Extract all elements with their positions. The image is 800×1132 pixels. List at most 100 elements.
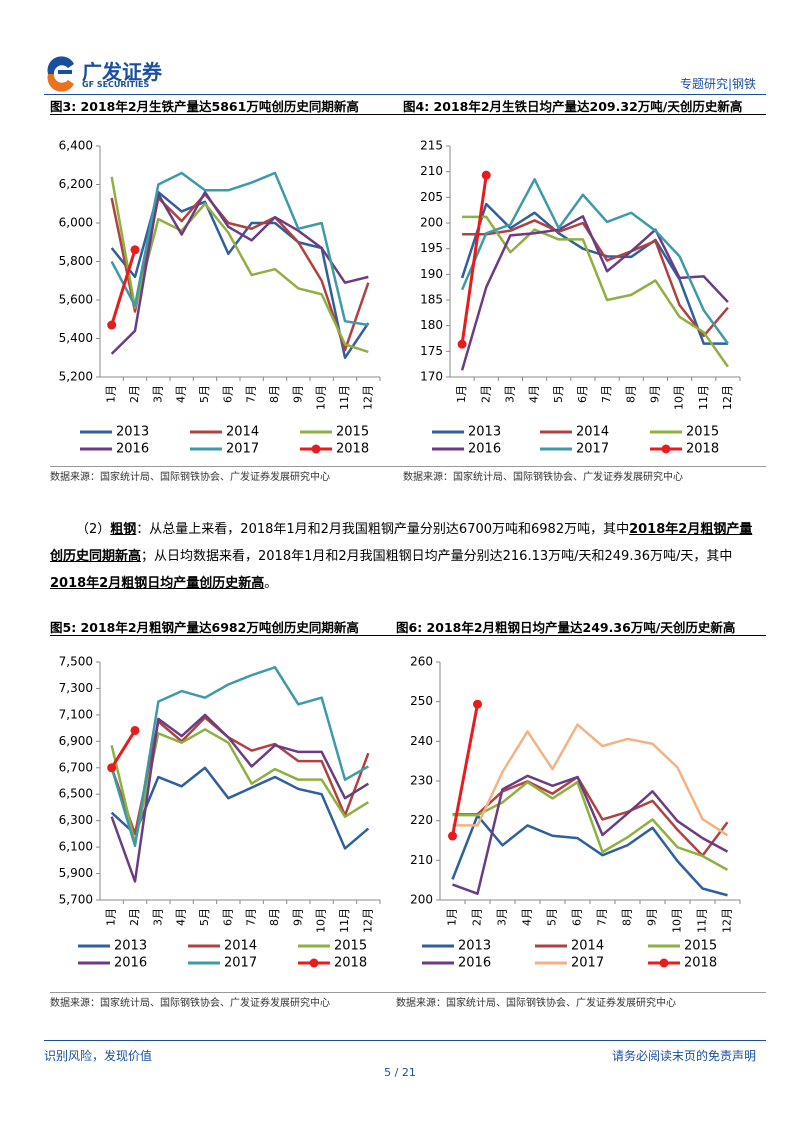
source: 数据来源：国家统计局、国际钢铁协会、广发证券发展研究中心 bbox=[403, 472, 683, 483]
source: 数据来源：国家统计局、国际钢铁协会、广发证券发展研究中心 bbox=[50, 472, 330, 483]
legend-label: 2018 bbox=[684, 956, 717, 971]
legend-label: 2018 bbox=[336, 442, 369, 457]
y-tick-label: 5,200 bbox=[59, 370, 93, 384]
y-tick-label: 5,600 bbox=[59, 293, 93, 307]
x-tick-label: 6月 bbox=[221, 908, 234, 926]
paragraph-text: ：从总量上来看，2018年1月和2月我国粗钢产量分别达6700万吨和6982万吨… bbox=[136, 522, 630, 537]
legend-label: 2014 bbox=[224, 939, 257, 954]
page-number: 5 / 21 bbox=[384, 1066, 416, 1079]
series-line bbox=[110, 249, 137, 326]
data-point bbox=[481, 170, 491, 180]
series-line bbox=[462, 215, 729, 368]
legend-label: 2016 bbox=[116, 442, 149, 457]
x-tick-label: 4月 bbox=[521, 908, 534, 926]
series-line bbox=[452, 723, 729, 837]
series-line bbox=[460, 178, 729, 345]
x-tick-label: 9月 bbox=[291, 908, 304, 926]
legend-marker bbox=[309, 958, 319, 968]
source: 数据来源：国家统计局、国际钢铁协会、广发证券发展研究中心 bbox=[50, 998, 330, 1009]
x-tick-label: 1月 bbox=[446, 908, 459, 926]
x-tick-label: 10月 bbox=[315, 385, 328, 410]
x-tick-label: 5月 bbox=[198, 385, 211, 403]
y-tick-label: 195 bbox=[420, 241, 443, 255]
legend-label: 2015 bbox=[684, 939, 717, 954]
x-tick-label: 11月 bbox=[338, 385, 351, 410]
x-tick-label: 7月 bbox=[245, 385, 258, 403]
y-tick-label: 205 bbox=[420, 190, 443, 204]
figure-title: 图4: 2018年2月生铁日均产量达209.32万吨/天创历史新高 bbox=[403, 99, 743, 114]
series-line bbox=[110, 190, 370, 359]
x-tick-label: 5月 bbox=[198, 908, 211, 926]
legend-label: 2014 bbox=[571, 939, 604, 954]
x-tick-label: 6月 bbox=[576, 385, 589, 403]
y-tick-label: 180 bbox=[420, 318, 443, 332]
y-tick-label: 260 bbox=[410, 655, 433, 669]
x-tick-label: 11月 bbox=[338, 908, 351, 933]
series-line bbox=[110, 190, 369, 355]
logo-cn: 广发证券 bbox=[82, 60, 162, 84]
y-tick-label: 250 bbox=[410, 694, 433, 708]
y-tick-label: 6,500 bbox=[59, 787, 93, 801]
legend-label: 2015 bbox=[336, 425, 369, 440]
x-tick-label: 3月 bbox=[151, 385, 164, 403]
title-rule bbox=[50, 114, 766, 115]
legend-label: 2013 bbox=[458, 939, 491, 954]
x-tick-label: 4月 bbox=[175, 908, 188, 926]
y-tick-label: 5,900 bbox=[59, 866, 93, 880]
paragraph-text: 粗钢 bbox=[110, 522, 137, 537]
series-line bbox=[451, 814, 728, 897]
header-rule bbox=[44, 94, 766, 95]
x-tick-label: 6月 bbox=[221, 385, 234, 403]
x-tick-label: 8月 bbox=[624, 385, 637, 403]
paragraph-text: （2） bbox=[76, 522, 111, 537]
y-tick-label: 190 bbox=[420, 267, 443, 281]
legend-label: 2013 bbox=[114, 939, 147, 954]
data-point bbox=[130, 245, 140, 255]
logo-en: GF SECURITIES bbox=[82, 80, 150, 89]
paragraph: （2）粗钢：从总量上来看，2018年1月和2月我国粗钢产量分别达6700万吨和6… bbox=[50, 516, 762, 597]
legend-label: 2016 bbox=[114, 956, 147, 971]
x-tick-label: 12月 bbox=[361, 385, 374, 410]
legend-label: 2017 bbox=[226, 442, 259, 457]
x-tick-label: 3月 bbox=[503, 385, 516, 403]
y-tick-label: 5,800 bbox=[59, 254, 93, 268]
series-line bbox=[452, 775, 729, 857]
x-tick-label: 8月 bbox=[268, 908, 281, 926]
series-line bbox=[460, 174, 488, 345]
series-line bbox=[110, 666, 369, 848]
legend-marker bbox=[659, 958, 669, 968]
series-line bbox=[110, 713, 369, 883]
series-line bbox=[451, 703, 479, 837]
y-tick-label: 220 bbox=[410, 813, 433, 827]
x-tick-label: 6月 bbox=[571, 908, 584, 926]
x-tick-label: 4月 bbox=[528, 385, 541, 403]
legend-label: 2017 bbox=[576, 442, 609, 457]
legend-label: 2014 bbox=[226, 425, 259, 440]
y-tick-label: 6,300 bbox=[59, 813, 93, 827]
logo-icon bbox=[47, 56, 74, 92]
y-tick-label: 185 bbox=[420, 293, 443, 307]
x-tick-label: 2月 bbox=[479, 385, 492, 403]
x-tick-label: 4月 bbox=[175, 385, 188, 403]
data-point bbox=[457, 339, 467, 349]
y-tick-label: 6,000 bbox=[59, 216, 93, 230]
x-tick-label: 3月 bbox=[151, 908, 164, 926]
x-tick-label: 7月 bbox=[245, 908, 258, 926]
series-line bbox=[452, 774, 729, 895]
data-point bbox=[130, 725, 140, 735]
y-tick-label: 240 bbox=[410, 734, 433, 748]
x-tick-label: 12月 bbox=[721, 908, 734, 933]
legend-label: 2014 bbox=[576, 425, 609, 440]
series-line bbox=[110, 766, 370, 850]
figure-title: 图3: 2018年2月生铁产量达5861万吨创历史同期新高 bbox=[50, 99, 359, 114]
data-point bbox=[448, 831, 457, 841]
paragraph-text: ；从日均数据来看，2018年1月和2月我国粗钢日均产量分别达216.13万吨/天… bbox=[141, 549, 733, 564]
x-tick-label: 1月 bbox=[105, 385, 118, 403]
y-tick-label: 175 bbox=[420, 344, 443, 358]
x-tick-label: 10月 bbox=[315, 908, 328, 933]
x-tick-label: 1月 bbox=[105, 908, 118, 926]
y-tick-label: 210 bbox=[410, 853, 433, 867]
y-tick-label: 6,700 bbox=[59, 760, 93, 774]
data-point bbox=[107, 320, 117, 330]
